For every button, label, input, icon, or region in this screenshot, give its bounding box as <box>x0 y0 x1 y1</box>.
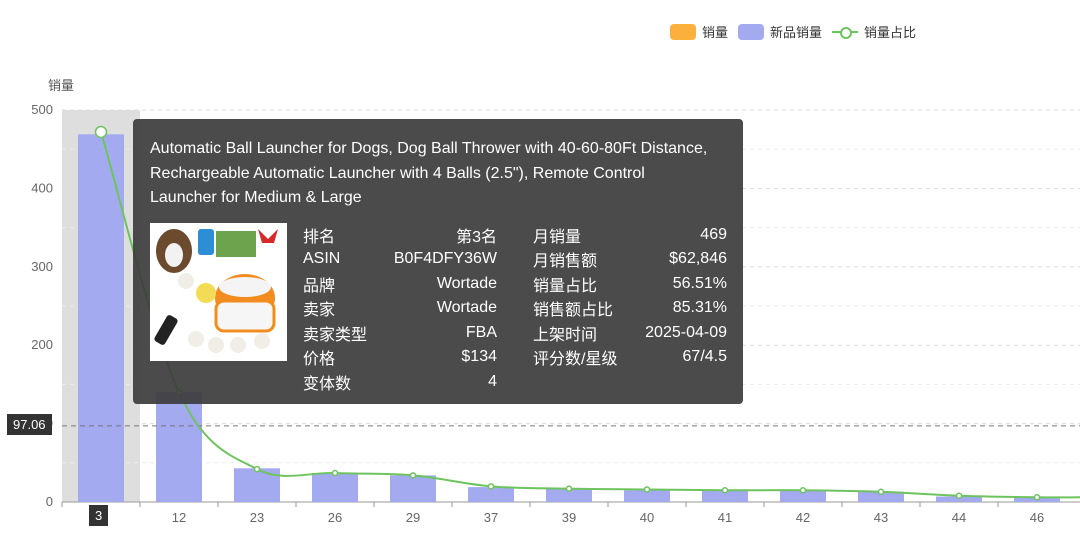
tooltip-key: 变体数 <box>303 375 352 393</box>
x-tick-label: 26 <box>328 510 342 525</box>
tooltip-key: 月销量 <box>533 228 582 246</box>
tooltip-key: 品牌 <box>303 277 336 295</box>
bar <box>858 491 904 502</box>
legend-swatch-share <box>832 24 859 40</box>
x-tick-label: 46 <box>1030 510 1044 525</box>
bar <box>78 134 124 502</box>
share-point <box>1033 494 1041 501</box>
product-tooltip: Automatic Ball Launcher for Dogs, Dog Ba… <box>133 119 743 404</box>
share-point <box>409 472 417 479</box>
share-point <box>955 492 963 499</box>
x-tick-label: 43 <box>874 510 888 525</box>
bar <box>234 468 280 502</box>
legend-swatch-new-sales <box>738 23 765 40</box>
tooltip-value: B0F4DFY36W <box>393 250 497 268</box>
share-point <box>721 486 729 494</box>
tooltip-key: 卖家类型 <box>303 326 368 344</box>
tooltip-key: 销售额占比 <box>533 302 614 320</box>
x-tick-label: 39 <box>562 510 576 525</box>
tooltip-row: 销量占比 56.51% <box>533 272 727 297</box>
tooltip-value: 4 <box>488 372 497 390</box>
tooltip-value: $62,846 <box>669 250 727 268</box>
bar <box>780 491 826 502</box>
bar <box>390 475 436 502</box>
bar <box>156 392 202 502</box>
bar <box>702 490 748 502</box>
tooltip-row: 月销量 469 <box>533 223 727 248</box>
tooltip-row: 月销售额 $62,846 <box>533 247 727 272</box>
y-pointer-label: 97.06 <box>7 414 52 435</box>
tooltip-left-column: 排名 第3名 ASIN B0F4DFY36W 品牌 Wortade 卖家 Wortade… <box>303 223 497 395</box>
x-tick-label: 40 <box>640 510 654 525</box>
x-tick-label: 44 <box>952 510 966 525</box>
tooltip-row: 销售额占比 85.31% <box>533 296 727 321</box>
tooltip-key: 上架时间 <box>533 326 598 344</box>
tooltip-value: 2025-04-09 <box>645 323 727 341</box>
y-tick-label: 200 <box>31 337 53 352</box>
tooltip-title: Automatic Ball Launcher for Dogs, Dog Ba… <box>150 140 708 206</box>
tooltip-key: 价格 <box>303 351 336 369</box>
bar <box>546 488 592 502</box>
tooltip-value: FBA <box>465 323 497 341</box>
share-point <box>877 488 885 496</box>
x-tick-label: 23 <box>250 510 264 525</box>
tooltip-key: 排名 <box>303 228 336 246</box>
legend-label-new-sales: 新品销量 <box>770 25 823 40</box>
y-tick-label: 400 <box>31 180 53 195</box>
tooltip-key: 月销售额 <box>533 253 598 271</box>
bar <box>468 487 514 502</box>
tooltip-key: 卖家 <box>303 302 336 320</box>
share-point <box>799 486 807 494</box>
tooltip-row: 上架时间 2025-04-09 <box>533 321 727 346</box>
share-point <box>94 125 108 139</box>
x-tick-label: 42 <box>796 510 810 525</box>
tooltip-key: 销量占比 <box>533 277 598 295</box>
y-tick-label: 500 <box>31 102 53 117</box>
tooltip-value: 56.51% <box>672 274 727 292</box>
legend-item-sales[interactable]: 销量 <box>670 22 728 41</box>
tooltip-value: Wortade <box>436 274 497 292</box>
tooltip-right-column: 月销量 469 月销售额 $62,846 销量占比 56.51% 销售额占比 85.31… <box>533 223 727 395</box>
y-tick-label: 0 <box>46 494 53 509</box>
tooltip-row: 排名 第3名 <box>303 223 497 248</box>
tooltip-row: 卖家类型 FBA <box>303 321 497 346</box>
share-point <box>253 465 261 473</box>
bar <box>312 472 358 502</box>
tooltip-row: 卖家 Wortade <box>303 296 497 321</box>
tooltip-value: 469 <box>700 225 727 243</box>
product-image <box>150 222 287 361</box>
tooltip-row: 价格 $134 <box>303 345 497 370</box>
legend-item-share[interactable]: 销量占比 <box>832 22 916 41</box>
legend-swatch-sales <box>670 23 696 40</box>
y-axis-title: 销量 <box>48 78 74 93</box>
y-tick-label: 300 <box>31 259 53 274</box>
legend-item-new-sales[interactable]: 新品销量 <box>738 22 822 41</box>
tooltip-value: 67/4.5 <box>682 348 727 366</box>
tooltip-row: ASIN B0F4DFY36W <box>303 247 497 272</box>
tooltip-key: 评分数/星级 <box>533 351 618 369</box>
tooltip-row: 品牌 Wortade <box>303 272 497 297</box>
bar <box>624 490 670 502</box>
x-tick-label: 41 <box>718 510 732 525</box>
legend: 销量 新品销量 销量占比 <box>670 22 926 41</box>
share-point <box>565 485 573 492</box>
share-point <box>643 486 651 493</box>
share-point <box>487 483 495 490</box>
x-tick-label: 29 <box>406 510 420 525</box>
tooltip-row: 评分数/星级 67/4.5 <box>533 345 727 370</box>
x-tick-label: 12 <box>172 510 186 525</box>
bar <box>936 496 982 502</box>
tooltip-value: 第3名 <box>456 228 497 246</box>
legend-label-share: 销量占比 <box>864 25 917 40</box>
tooltip-value: $134 <box>461 348 497 366</box>
share-point <box>331 469 339 477</box>
tooltip-key: ASIN <box>303 250 341 268</box>
legend-label-sales: 销量 <box>702 25 729 40</box>
tooltip-row: 变体数 4 <box>303 370 497 395</box>
tooltip-value: Wortade <box>436 299 497 317</box>
x-tick-label: 37 <box>484 510 498 525</box>
x-pointer-label: 3 <box>89 505 109 526</box>
tooltip-value: 85.31% <box>672 299 727 317</box>
